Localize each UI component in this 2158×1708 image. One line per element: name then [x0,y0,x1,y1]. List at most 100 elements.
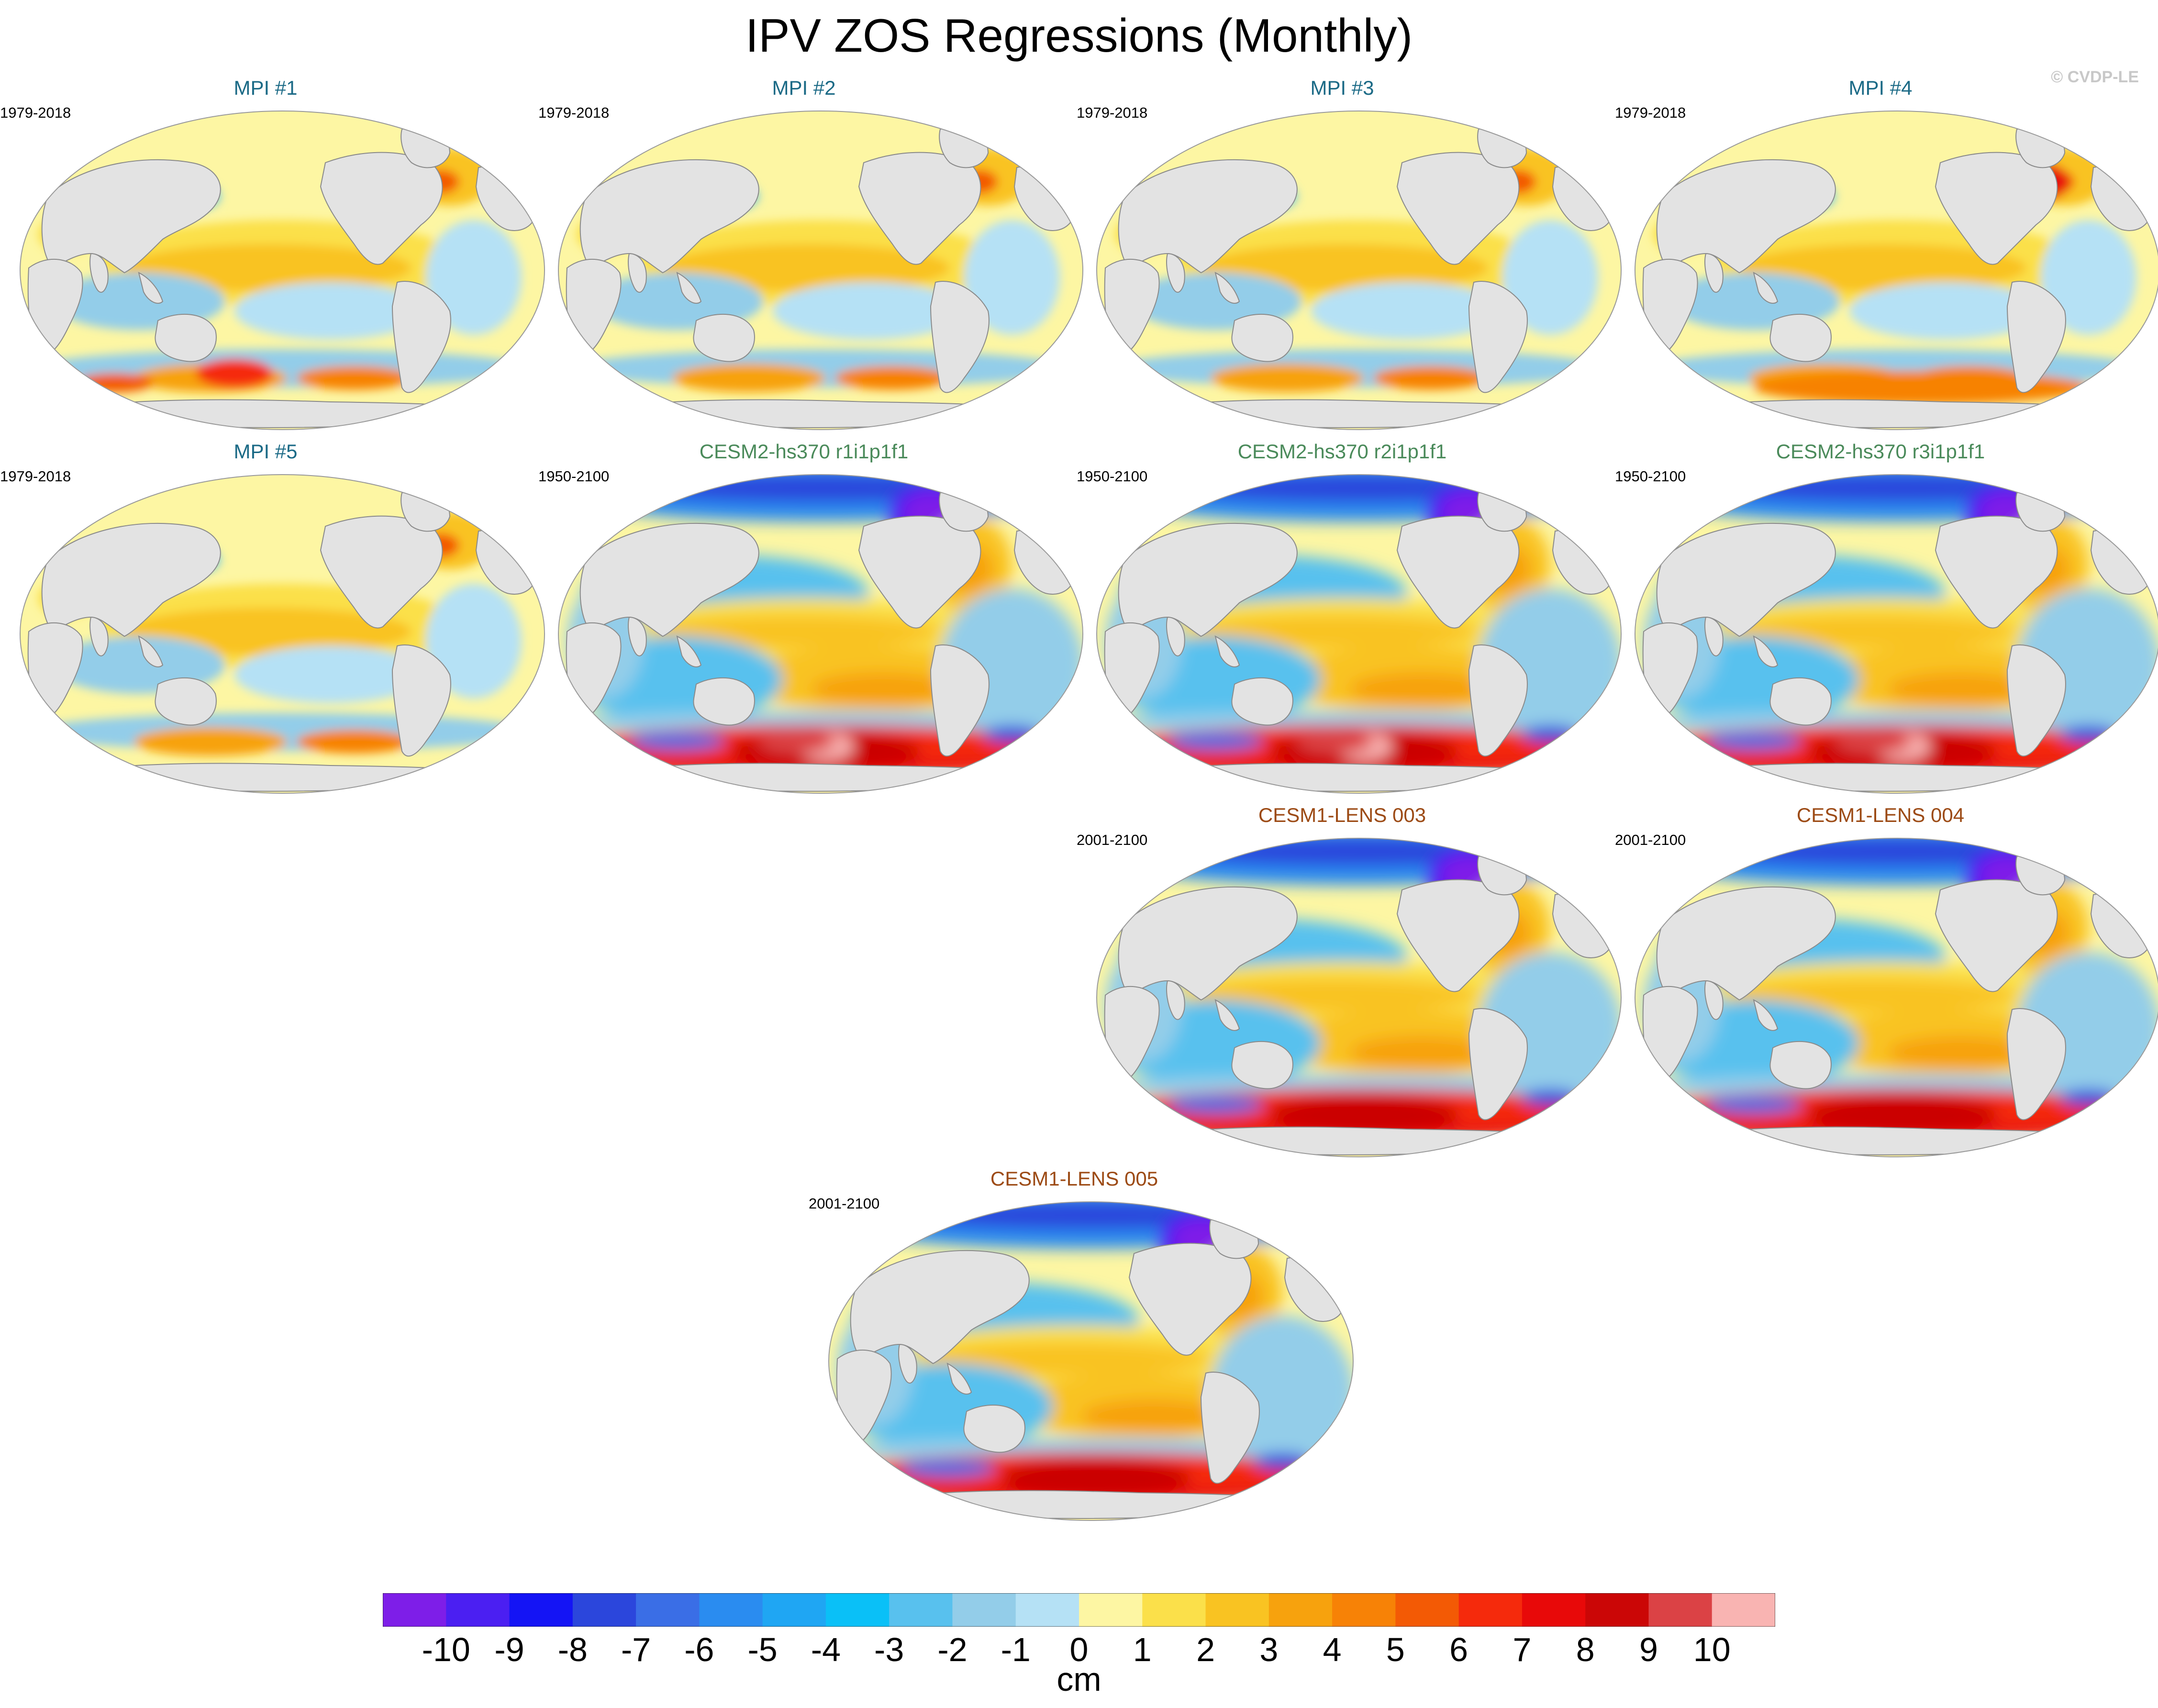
land-samerica [391,281,451,393]
colorbar-tick-label: -8 [557,1631,588,1668]
map-panel: CESM1-LENS 004 2001-2100 [1615,804,2158,1158]
colorbar-tick-label: -2 [937,1631,968,1668]
panel-period: 1979-2018 [538,104,610,121]
map-field [1096,111,1622,430]
panel-title: CESM2-hs370 r1i1p1f1 [699,440,909,463]
map-field [828,1201,1354,1521]
map-field [558,111,1083,430]
figure-title: IPV ZOS Regressions (Monthly) [745,9,1413,62]
colorbar-tick-label: -4 [811,1631,841,1668]
colorbar-swatch [1205,1593,1269,1627]
map-panel: MPI #1 1979-2018 [0,77,545,431]
colorbar-swatch [825,1593,890,1627]
land-samerica [2006,281,2066,393]
map-field [1635,111,2158,430]
land-seasia [1214,272,1240,304]
land-seasia [1214,635,1240,667]
land-seasia [1753,272,1779,304]
land-samerica [1468,281,1528,393]
colorbar-tick-label: -7 [621,1631,651,1668]
map-panel: CESM2-hs370 r3i1p1f1 1950-2100 [1615,440,2158,794]
colorbar-swatch [1712,1593,1775,1627]
colorbar-swatch [762,1593,826,1627]
land-india [89,253,109,293]
map-field [1635,474,2158,794]
colorbar-tick-label: -5 [747,1631,778,1668]
panel-period: 1950-2100 [1615,468,1686,485]
land-australia [693,677,755,726]
colorbar-swatch [572,1593,636,1627]
panel-title: CESM1-LENS 005 [990,1167,1158,1190]
panel-title: MPI #5 [234,440,298,463]
land-india [628,616,647,656]
colorbar-swatch [1585,1593,1649,1627]
map-panel: MPI #5 1979-2018 [0,440,545,794]
land-india [1166,616,1185,656]
land-samerica [1200,1372,1260,1484]
panel-title: CESM1-LENS 004 [1796,804,1965,826]
colorbar-swatch [446,1593,510,1627]
land-australia [963,1404,1025,1453]
land-australia [155,313,217,362]
land-samerica [1468,644,1528,757]
colorbar-tick-label: 5 [1386,1631,1405,1668]
map-field [1096,838,1622,1157]
colorbar-swatch [1395,1593,1459,1627]
land-india [628,253,647,293]
panel-title: CESM2-hs370 r2i1p1f1 [1237,440,1447,463]
map-field [1096,474,1622,794]
panel-period: 1979-2018 [0,468,71,485]
map-field [1635,838,2158,1157]
colorbar-swatch [636,1593,700,1627]
panel-title: CESM1-LENS 003 [1258,804,1426,826]
colorbar-swatch [1268,1593,1333,1627]
land-india [89,616,109,656]
land-samerica [930,281,990,393]
land-australia [1769,313,1832,362]
land-australia [1231,313,1293,362]
land-seasia [676,635,702,667]
land-australia [693,313,755,362]
colorbar-swatch [1332,1593,1396,1627]
land-india [1166,253,1185,293]
land-samerica [391,644,451,757]
map-panel: MPI #2 1979-2018 [538,77,1083,431]
colorbar-tick-label: 9 [1639,1631,1658,1668]
colorbar-tick-label: 6 [1449,1631,1468,1668]
colorbar-swatch [1458,1593,1523,1627]
land-australia [1769,1041,1832,1089]
credit-label: © CVDP-LE [2051,68,2139,86]
colorbar-tick-label: 4 [1323,1631,1342,1668]
land-seasia [138,272,164,304]
colorbar-swatch [1522,1593,1586,1627]
colorbar-tick-label: 0 [1069,1631,1089,1668]
land-seasia [138,635,164,667]
panel-title: CESM2-hs370 r3i1p1f1 [1776,440,1985,463]
colorbar-swatch [509,1593,573,1627]
colorbar-tick-label: 7 [1513,1631,1532,1668]
map-panel: CESM2-hs370 r2i1p1f1 1950-2100 [1077,440,1622,794]
land-india [1704,253,1724,293]
map-panel: CESM2-hs370 r1i1p1f1 1950-2100 [538,440,1083,794]
land-australia [1231,1041,1293,1089]
map-field [20,474,545,794]
land-india [1704,616,1724,656]
colorbar-unit: cm [1057,1661,1101,1698]
colorbar-swatch [1142,1593,1206,1627]
map-panel: MPI #3 1979-2018 [1077,77,1622,431]
land-seasia [1753,999,1779,1031]
colorbar-tick-labels: -10 -9 -8 -7 -6 -5 -4 -3 -2 -1 0 1 2 3 4 5 6 7 8 9 10 [0,1630,2158,1669]
land-samerica [930,644,990,757]
land-seasia [1753,635,1779,667]
land-samerica [2006,1008,2066,1120]
land-india [898,1343,917,1384]
land-samerica [2006,644,2066,757]
land-australia [155,677,217,726]
panel-period: 2001-2100 [1615,832,1686,848]
colorbar-swatch [1079,1593,1143,1627]
land-seasia [946,1363,972,1395]
panel-period: 1979-2018 [0,104,71,121]
panel-title: MPI #2 [772,77,836,99]
colorbar-tick-label: -3 [874,1631,904,1668]
colorbar-swatch [889,1593,953,1627]
